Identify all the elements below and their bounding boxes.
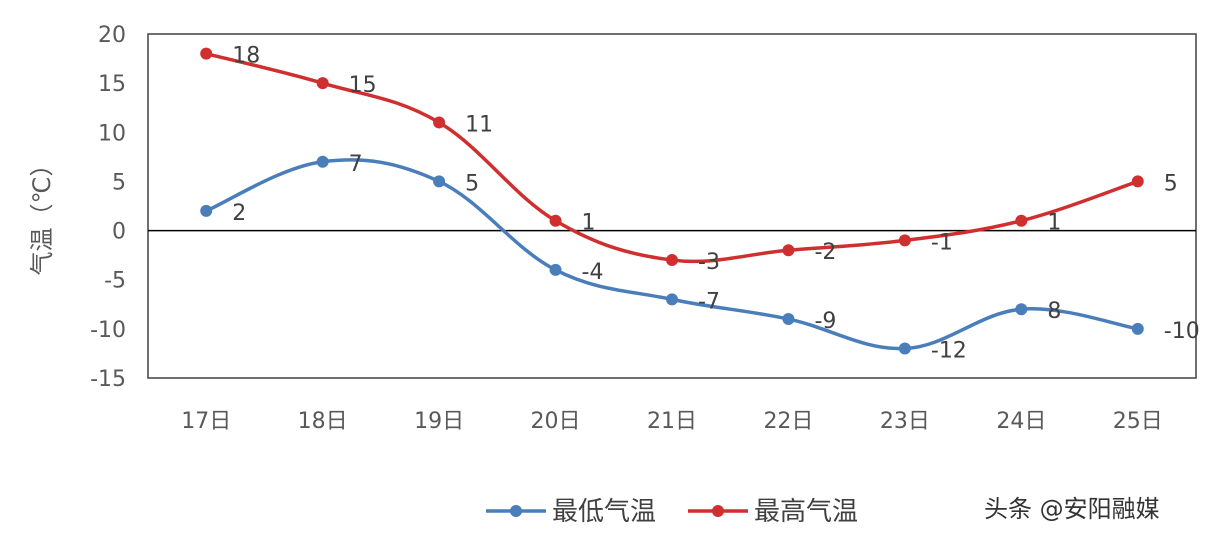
data-point <box>1015 303 1028 316</box>
data-point <box>433 175 446 188</box>
data-label: -12 <box>931 339 967 364</box>
data-point <box>316 77 329 90</box>
x-tick-label: 23日 <box>880 409 930 434</box>
y-tick-label: 10 <box>98 121 126 146</box>
legend: 最低气温 最高气温 <box>486 497 858 527</box>
data-label: -1 <box>931 230 953 255</box>
data-label: 7 <box>349 152 363 177</box>
data-label: 2 <box>232 201 246 226</box>
y-tick-label: 0 <box>112 220 126 245</box>
legend-label: 最低气温 <box>552 497 656 527</box>
data-label: -2 <box>814 240 836 265</box>
data-point <box>666 293 678 306</box>
data-point <box>898 342 911 355</box>
data-label: 5 <box>465 171 479 196</box>
y-axis-title: 气温（℃） <box>28 153 56 276</box>
data-label: 1 <box>582 211 596 236</box>
data-point <box>549 263 562 276</box>
legend-label: 最高气温 <box>754 497 858 527</box>
data-label: -9 <box>814 309 836 334</box>
legend-marker <box>712 505 724 517</box>
data-point <box>200 47 213 60</box>
legend-marker <box>510 505 522 517</box>
data-point <box>549 214 562 227</box>
data-label: -7 <box>698 289 720 314</box>
data-point <box>782 313 795 326</box>
x-tick-label: 21日 <box>647 409 697 434</box>
x-tick-label: 25日 <box>1113 409 1163 434</box>
legend-item: 最高气温 <box>688 497 858 527</box>
data-label: 18 <box>232 44 260 69</box>
data-label: 15 <box>349 73 377 98</box>
x-tick-label: 24日 <box>996 409 1046 434</box>
legend-item: 最低气温 <box>486 497 656 527</box>
data-point <box>1131 322 1144 335</box>
x-tick-label: 18日 <box>298 409 348 434</box>
data-label: -3 <box>698 250 720 275</box>
x-tick-label: 22日 <box>763 409 813 434</box>
data-label: 8 <box>1047 299 1061 324</box>
data-point <box>666 254 678 267</box>
data-point <box>433 116 446 129</box>
x-tick-label: 20日 <box>531 409 581 434</box>
y-tick-label: 5 <box>112 170 126 195</box>
watermark: 头条 @安阳融媒 <box>984 495 1160 523</box>
y-tick-label: -15 <box>90 367 126 392</box>
data-label: -10 <box>1164 319 1200 344</box>
data-point <box>1131 175 1144 188</box>
data-point <box>200 204 213 217</box>
data-label: 1 <box>1047 211 1061 236</box>
data-point <box>782 244 795 257</box>
y-tick-label: -10 <box>90 318 126 343</box>
x-tick-label: 19日 <box>414 409 464 434</box>
data-label: 11 <box>465 112 493 137</box>
plot-area <box>147 33 1197 379</box>
series-1: 2 7 5 -4 -7 -9 -12 8 -10 <box>200 152 1200 364</box>
data-point <box>898 234 911 247</box>
y-tick-labels: 20 15 10 5 0 -5 -10 -15 <box>90 23 126 392</box>
data-label: 5 <box>1164 171 1178 196</box>
x-tick-label: 17日 <box>181 409 231 434</box>
data-point <box>316 155 329 168</box>
y-tick-label: -5 <box>104 269 126 294</box>
data-label: -4 <box>582 260 604 285</box>
y-tick-label: 15 <box>98 72 126 97</box>
data-point <box>1015 214 1028 227</box>
y-tick-label: 20 <box>98 23 126 48</box>
x-tick-labels: 17日 18日 19日 20日 21日 22日 23日 24日 25日 <box>181 409 1163 434</box>
